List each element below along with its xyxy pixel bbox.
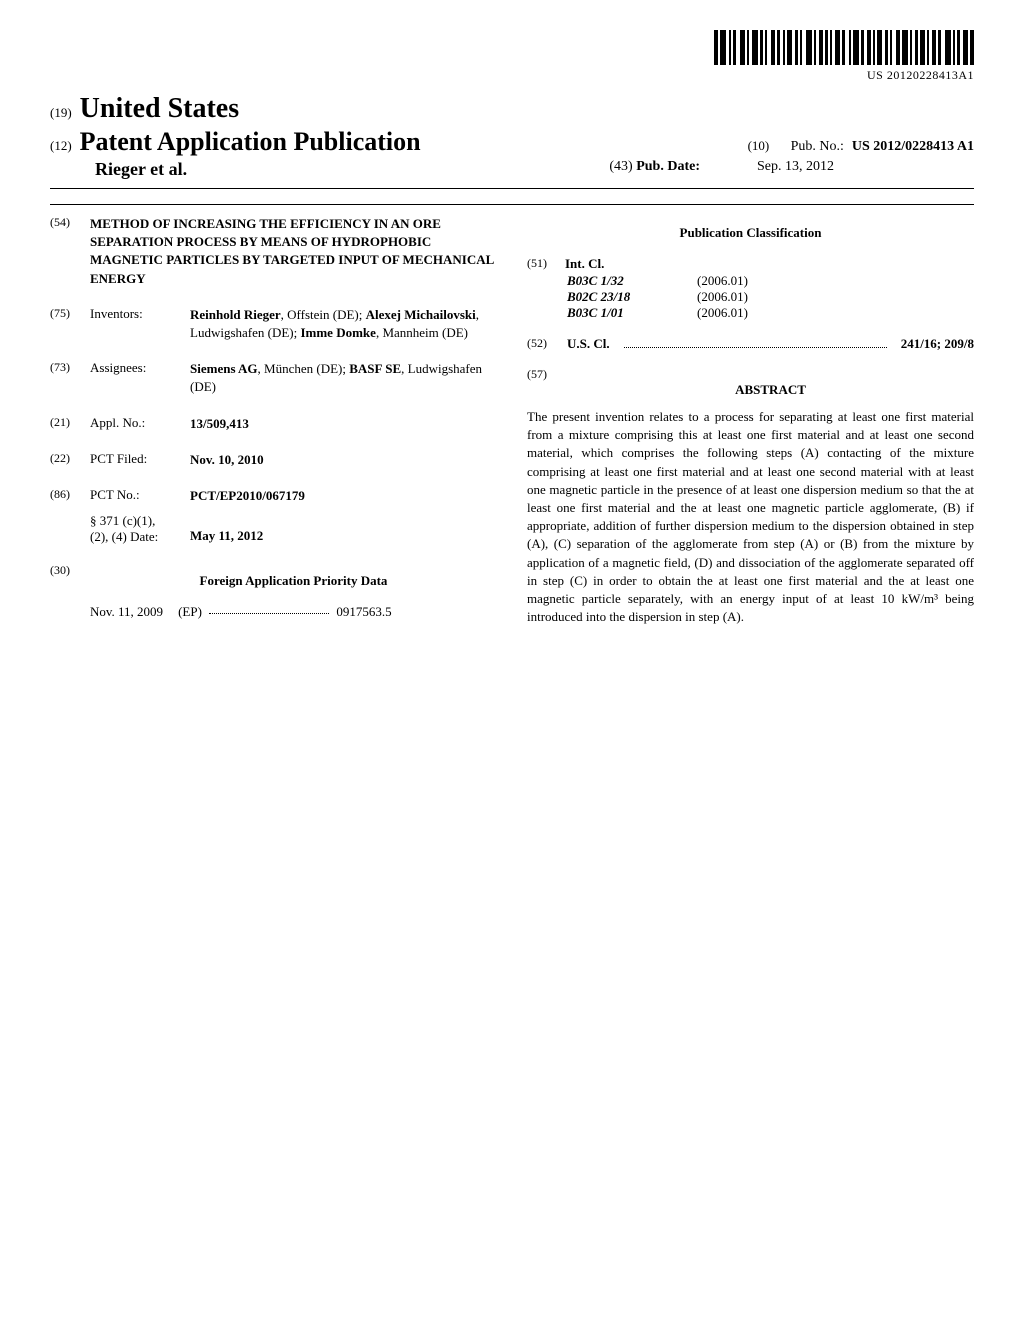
barcode-container: US 20120228413A1 [714,30,974,83]
foreign-heading: Foreign Application Priority Data [90,573,497,589]
header-block: (19) United States (12) Patent Applicati… [50,93,974,180]
inventor-2: Alexej Michailovski [366,307,476,322]
intcl-item-2: B03C 1/01 (2006.01) [527,305,974,321]
title-num: (54) [50,215,80,230]
barcode-text: US 20120228413A1 [714,68,974,83]
sect-date: May 11, 2012 [190,528,263,543]
intcl-block: (51) Int. Cl. B03C 1/32 (2006.01) B02C 2… [527,256,974,321]
inventors-num: (75) [50,306,80,321]
rule-thick [50,188,974,189]
applno: 13/509,413 [190,416,249,431]
abstract-heading: ABSTRACT [567,382,974,398]
abstract-num: (57) [527,367,557,408]
intcl-label: Int. Cl. [565,256,604,271]
intcl-year-1: (2006.01) [697,289,748,305]
uscl-dots [624,336,887,348]
inventors-row: (75) Inventors: Reinhold Rieger, Offstei… [50,306,497,342]
top-row: US 20120228413A1 [50,30,974,83]
sect-label-2: (2), (4) Date: [90,529,158,544]
foreign-date: Nov. 11, 2009 [90,604,163,620]
assignee-2: BASF SE [349,361,401,376]
inventor-3: Imme Domke [300,325,375,340]
intcl-code-1: B02C 23/18 [567,289,667,305]
pub-prefix: (12) [50,138,72,154]
authors-line: Rieger et al. (43) Pub. Date: Sep. 13, 2… [50,159,974,180]
barcode [714,30,974,65]
columns: (54) METHOD OF INCREASING THE EFFICIENCY… [50,215,974,626]
uscl-row: (52) U.S. Cl. 241/16; 209/8 [527,336,974,352]
sect-label-1: § 371 (c)(1), [90,513,155,528]
pubdate-prefix: (43) [609,159,632,174]
pctno-label: PCT No.: [90,487,180,503]
inventors-label: Inventors: [90,306,180,322]
foreign-cc: (EP) [178,604,202,619]
country: United States [80,93,239,125]
sect-label: § 371 (c)(1), (2), (4) Date: [90,513,180,545]
foreign-block: (30) Foreign Application Priority Data N… [50,563,497,620]
title: METHOD OF INCREASING THE EFFICIENCY IN A… [90,215,497,288]
inventor-1-loc: , Offstein (DE); [281,307,366,322]
pubno: US 2012/0228413 A1 [852,136,974,157]
foreign-app: 0917563.5 [336,604,391,619]
inventor-3-loc: , Mannheim (DE) [376,325,468,340]
intcl-code-2: B03C 1/01 [567,305,667,321]
pubno-prefix: (10) [748,136,783,157]
rule-thin [50,204,974,205]
foreign-num: (30) [50,563,80,604]
pctno: PCT/EP2010/067179 [190,488,305,503]
inventor-1: Reinhold Rieger [190,307,281,322]
inventors-content: Reinhold Rieger, Offstein (DE); Alexej M… [190,306,497,342]
intcl-year-2: (2006.01) [697,305,748,321]
authors: Rieger et al. [50,159,187,180]
sect-row: § 371 (c)(1), (2), (4) Date: May 11, 201… [50,513,497,545]
col-left: (54) METHOD OF INCREASING THE EFFICIENCY… [50,215,497,626]
uscl-num: (52) [527,336,557,352]
intcl-code-0: B03C 1/32 [567,273,667,289]
pubdate: Sep. 13, 2012 [757,159,834,174]
applno-label: Appl. No.: [90,415,180,431]
col-right: Publication Classification (51) Int. Cl.… [527,215,974,626]
pub-left: (12) Patent Application Publication [50,127,421,157]
filed: Nov. 10, 2010 [190,452,264,467]
intcl-item-0: B03C 1/32 (2006.01) [527,273,974,289]
assignees-num: (73) [50,360,80,375]
intcl-num: (51) [527,256,557,272]
pub-right: (10) Pub. No.: US 2012/0228413 A1 [748,136,974,157]
assignee-1-loc: , München (DE); [258,361,350,376]
pubdate-label: Pub. Date: [636,159,700,174]
pctno-row: (86) PCT No.: PCT/EP2010/067179 [50,487,497,505]
class-heading: Publication Classification [527,225,974,241]
applno-num: (21) [50,415,80,430]
filed-row: (22) PCT Filed: Nov. 10, 2010 [50,451,497,469]
assignees-row: (73) Assignees: Siemens AG, München (DE)… [50,360,497,396]
foreign-date-line: Nov. 11, 2009 (EP) 0917563.5 [50,604,497,620]
abstract-text: The present invention relates to a proce… [527,408,974,626]
applno-row: (21) Appl. No.: 13/509,413 [50,415,497,433]
assignee-1: Siemens AG [190,361,258,376]
country-prefix: (19) [50,105,72,121]
filed-num: (22) [50,451,80,466]
pub-type: Patent Application Publication [80,127,421,157]
intcl-year-0: (2006.01) [697,273,748,289]
pubdate-block: (43) Pub. Date: Sep. 13, 2012 [609,159,974,180]
uscl-val: 241/16; 209/8 [901,336,974,351]
uscl-label: U.S. Cl. [567,336,610,351]
pubno-label: Pub. No.: [791,136,844,157]
assignees-content: Siemens AG, München (DE); BASF SE, Ludwi… [190,360,497,396]
intcl-item-1: B02C 23/18 (2006.01) [527,289,974,305]
filed-label: PCT Filed: [90,451,180,467]
assignees-label: Assignees: [90,360,180,376]
title-row: (54) METHOD OF INCREASING THE EFFICIENCY… [50,215,497,288]
pctno-num: (86) [50,487,80,502]
country-line: (19) United States [50,93,974,125]
pub-row: (12) Patent Application Publication (10)… [50,127,974,157]
